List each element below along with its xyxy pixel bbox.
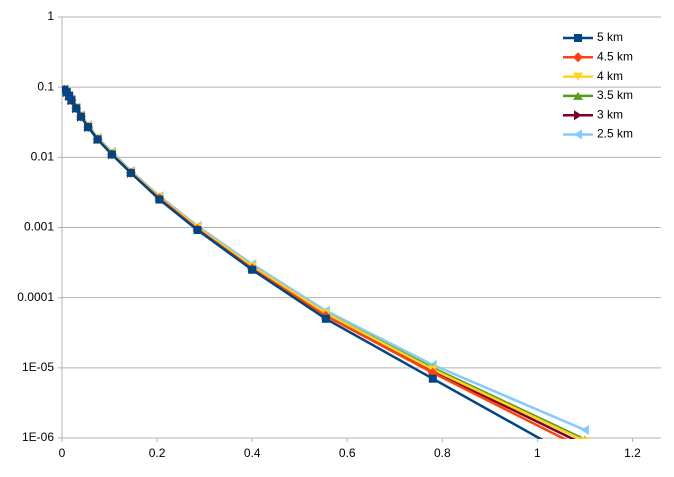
legend-label: 4.5 km bbox=[597, 49, 633, 63]
legend-marker bbox=[573, 72, 583, 81]
x-tick-label: 0.4 bbox=[244, 446, 261, 460]
marker bbox=[126, 168, 135, 177]
y-tick-label: 0.01 bbox=[31, 150, 55, 164]
marker bbox=[579, 437, 590, 439]
marker bbox=[248, 265, 257, 274]
marker bbox=[581, 460, 589, 468]
legend-label: 3.5 km bbox=[597, 88, 633, 102]
marker bbox=[155, 195, 164, 204]
y-tick-label: 0.001 bbox=[24, 220, 54, 234]
legend-marker bbox=[574, 34, 582, 42]
marker bbox=[581, 440, 589, 450]
y-tick-label: 0.1 bbox=[37, 79, 54, 93]
legend-label: 5 km bbox=[597, 30, 623, 44]
marker bbox=[107, 150, 116, 159]
x-tick-label: 1.2 bbox=[624, 446, 641, 460]
y-tick-label: 1E-06 bbox=[22, 430, 54, 444]
x-tick-label: 0.8 bbox=[434, 446, 451, 460]
marker bbox=[580, 425, 589, 436]
marker bbox=[72, 104, 81, 113]
legend-label: 2.5 km bbox=[597, 127, 633, 141]
marker bbox=[428, 374, 437, 383]
y-tick-label: 0.0001 bbox=[17, 290, 54, 304]
legend-label: 3 km bbox=[597, 107, 623, 121]
marker bbox=[93, 135, 102, 144]
series-line bbox=[63, 88, 584, 439]
series-line bbox=[63, 88, 576, 439]
y-tick-label: 1E-05 bbox=[22, 360, 54, 374]
marker bbox=[67, 96, 76, 105]
y-tick-label: 1 bbox=[47, 9, 54, 23]
marker bbox=[580, 444, 590, 454]
marker bbox=[84, 123, 93, 132]
x-tick-label: 0.6 bbox=[339, 446, 356, 460]
x-tick-label: 1 bbox=[534, 446, 541, 460]
marker bbox=[193, 226, 202, 235]
legend-marker bbox=[574, 110, 582, 121]
x-tick-label: 0 bbox=[59, 446, 66, 460]
legend-label: 4 km bbox=[597, 69, 623, 83]
plot-area bbox=[62, 84, 590, 468]
legend-marker bbox=[573, 52, 583, 63]
series-line bbox=[63, 88, 586, 439]
legend-marker bbox=[574, 129, 582, 140]
marker bbox=[321, 314, 330, 323]
legend-marker bbox=[573, 91, 583, 100]
series-line bbox=[63, 88, 586, 432]
marker bbox=[77, 112, 86, 121]
x-tick-label: 0.2 bbox=[149, 446, 166, 460]
